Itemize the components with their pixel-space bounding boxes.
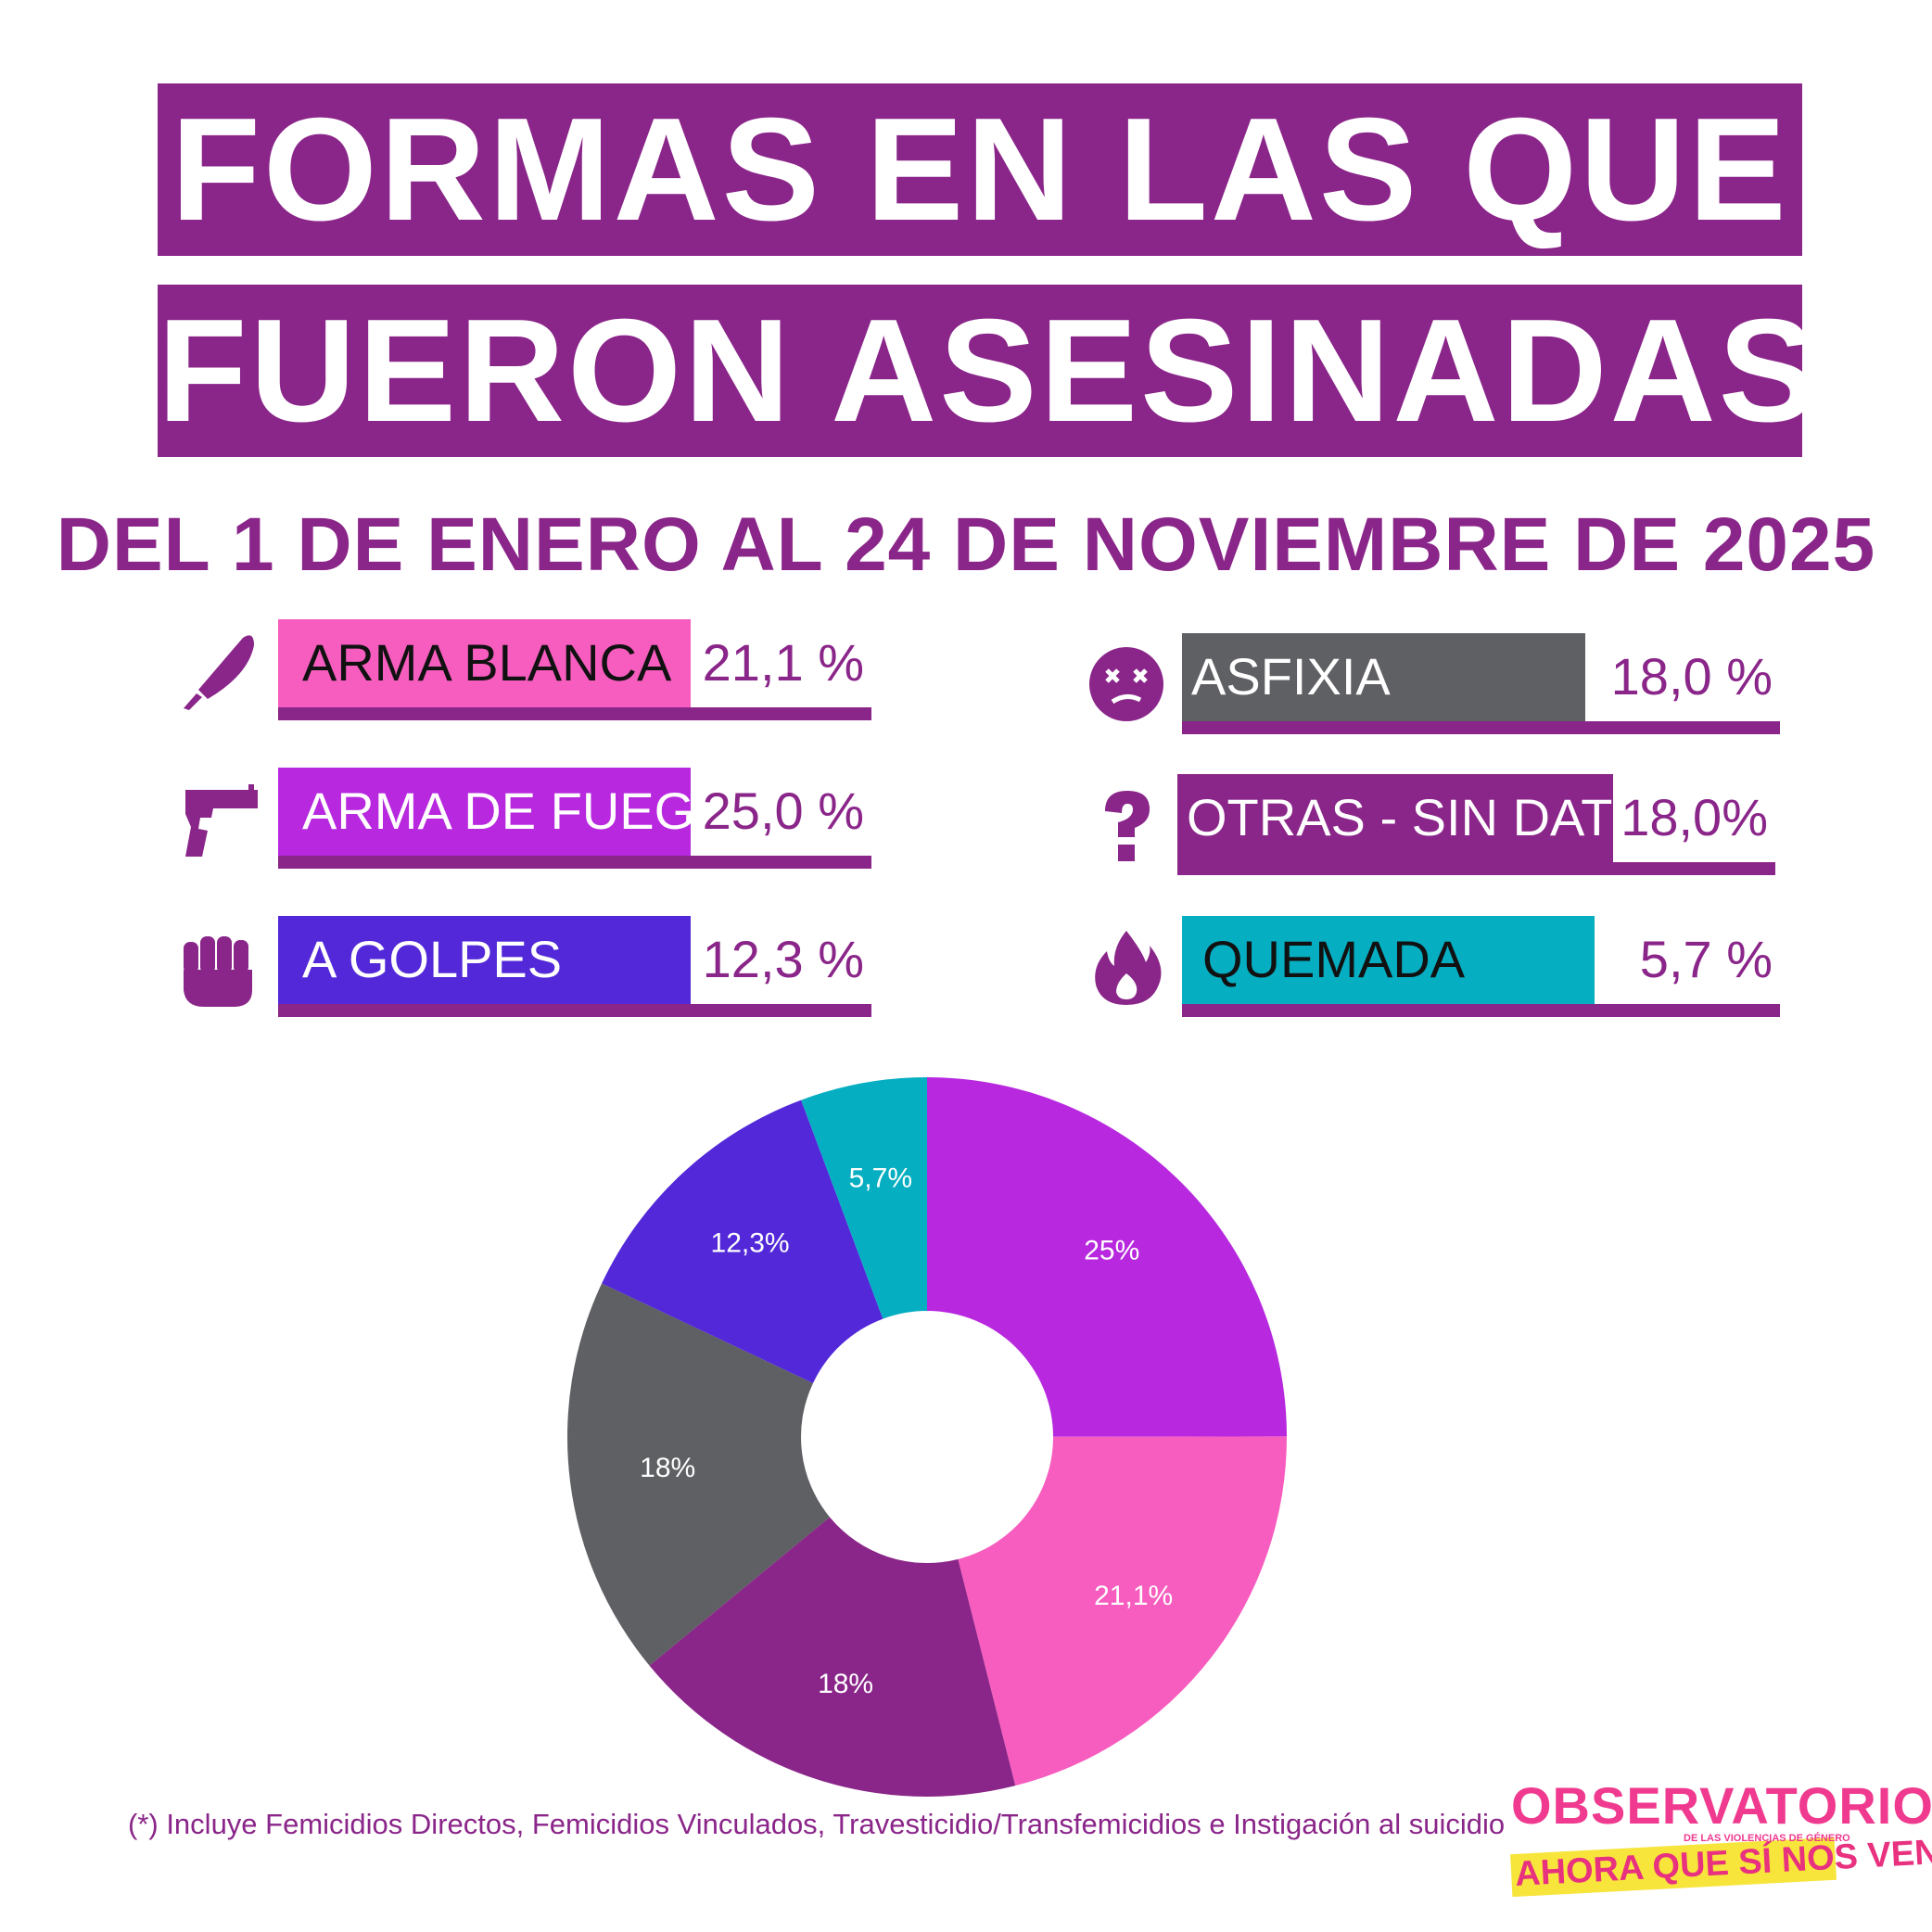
fire-icon	[1085, 925, 1168, 1009]
pie-slice-label: 25%	[1084, 1235, 1139, 1265]
legend-label: ARMA BLANCA	[302, 633, 672, 692]
pie-slice	[649, 1517, 1016, 1797]
title-line-2: FUERON ASESINADAS	[158, 285, 1816, 457]
pie-slice	[602, 1099, 883, 1383]
legend-value: 18,0%	[1621, 788, 1768, 846]
pie-slice-label: 5,7%	[849, 1163, 912, 1193]
fist-icon	[176, 925, 260, 1009]
legend-value: 25,0 %	[702, 782, 864, 840]
legend-item-a-golpes: A GOLPES 12,3 %	[176, 916, 871, 1020]
legend-item-otras-sin-datos: OTRAS - SIN DATOS 18,0%	[1085, 774, 1775, 878]
dizzy-face-icon	[1085, 642, 1168, 726]
legend-label: ASFIXIA	[1191, 647, 1391, 705]
pie-slice	[567, 1283, 831, 1666]
footnote: (*) Incluye Femicidios Directos, Femicid…	[128, 1808, 1506, 1840]
legend-label: QUEMADA	[1202, 930, 1466, 988]
donut-chart: 25% 21,1% 18% 18% 12,3% 5,7%	[567, 1077, 1287, 1797]
legend-value: 21,1 %	[702, 633, 864, 692]
pie-slice	[927, 1077, 1287, 1437]
legend-value: 18,0 %	[1610, 647, 1773, 705]
legend-item-arma-blanca: ARMA BLANCA 21,1 %	[176, 619, 871, 723]
logo-subtitle: DE LAS VIOLENCIAS DE GÉNERO	[1684, 1833, 1850, 1844]
pie-slice-label: 12,3%	[711, 1227, 790, 1258]
legend-swatch	[1177, 774, 1613, 862]
logo: OBSERVATORIO DE LAS VIOLENCIAS DE GÉNERO…	[1510, 1775, 1932, 1898]
legend-label: OTRAS - SIN DATOS	[1187, 788, 1687, 846]
legend-swatch	[278, 619, 691, 707]
legend-swatch	[1182, 633, 1585, 721]
pie-slice	[958, 1436, 1287, 1786]
logo-title: OBSERVATORIO	[1511, 1776, 1932, 1835]
legend-item-asfixia: ASFIXIA 18,0 %	[1085, 633, 1780, 737]
legend-swatch	[1182, 916, 1595, 1004]
gun-icon	[176, 777, 260, 860]
legend-label: A GOLPES	[302, 930, 563, 988]
legend-swatch	[278, 916, 691, 1004]
pie-slice-label: 18%	[640, 1453, 695, 1483]
pie-slice	[801, 1077, 927, 1319]
legend-swatch	[278, 768, 691, 856]
knife-icon	[176, 629, 260, 712]
legend-item-quemada: QUEMADA 5,7 %	[1085, 916, 1780, 1020]
pie-slice-label: 18%	[818, 1669, 873, 1699]
legend-value: 5,7 %	[1639, 930, 1773, 988]
legend-value: 12,3 %	[702, 930, 864, 988]
legend-label: ARMA DE FUEGO	[302, 782, 735, 840]
pie-slice-label: 21,1%	[1094, 1581, 1173, 1611]
question-icon	[1085, 783, 1168, 867]
subtitle-date-range: DEL 1 DE ENERO AL 24 DE NOVIEMBRE DE 202…	[56, 502, 1876, 587]
legend-item-arma-de-fuego: ARMA DE FUEGO 25,0 %	[176, 768, 871, 871]
title-line-1: FORMAS EN LAS QUE	[158, 83, 1802, 256]
